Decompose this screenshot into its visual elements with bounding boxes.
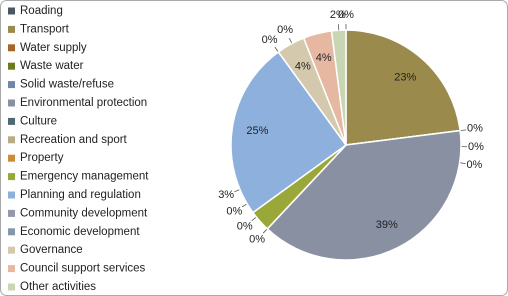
data-label: 0% xyxy=(468,141,484,153)
pie-slice xyxy=(266,129,462,261)
legend-swatch xyxy=(8,209,15,217)
data-label: 2% xyxy=(330,9,346,21)
legend-label: Property xyxy=(20,152,64,164)
legend-swatch xyxy=(8,173,15,181)
data-label: 0% xyxy=(338,9,354,21)
legend-label: Council support services xyxy=(20,263,146,275)
leader-line xyxy=(241,203,248,208)
legend-swatch xyxy=(8,7,15,15)
leader-line xyxy=(460,129,467,131)
data-label: 0% xyxy=(262,34,278,46)
leader-line xyxy=(459,162,466,164)
legend-label: Economic development xyxy=(20,226,140,238)
data-label: 0% xyxy=(237,220,253,232)
legend-swatch xyxy=(8,283,15,291)
pie-slice xyxy=(230,50,348,214)
legend-swatch xyxy=(8,136,15,144)
legend-label: Waste water xyxy=(20,60,84,72)
legend-label: Transport xyxy=(20,23,70,35)
legend-label: Water supply xyxy=(20,42,87,54)
data-label: 25% xyxy=(246,125,268,137)
legend-swatch xyxy=(8,228,15,236)
legend-swatch xyxy=(8,44,15,52)
legend-swatch xyxy=(8,154,15,162)
leader-line xyxy=(274,46,279,53)
data-label: 0% xyxy=(467,123,483,135)
legend-label: Planning and regulation xyxy=(20,189,141,201)
leader-line xyxy=(288,37,293,44)
pie-slice xyxy=(345,29,461,146)
legend-swatch xyxy=(8,265,15,273)
legend-swatch xyxy=(8,246,15,254)
legend-label: Culture xyxy=(20,115,57,127)
data-label: 4% xyxy=(316,52,332,64)
legend-swatch xyxy=(8,191,15,199)
legend-label: Solid waste/refuse xyxy=(20,79,114,91)
legend-label: Environmental protection xyxy=(20,97,147,109)
data-label: 3% xyxy=(218,189,234,201)
pie-slice xyxy=(330,29,347,146)
data-label: 0% xyxy=(249,234,265,246)
legend-swatch xyxy=(8,99,15,107)
data-label: 0% xyxy=(277,24,293,36)
data-label: 39% xyxy=(376,219,398,231)
data-label: 0% xyxy=(466,159,482,171)
data-label: 23% xyxy=(394,72,416,84)
legend-label: Governance xyxy=(20,244,83,256)
leader-line xyxy=(251,216,257,222)
legend-label: Other activities xyxy=(20,281,96,293)
legend-swatch xyxy=(8,25,15,33)
legend-label: Roading xyxy=(20,5,63,17)
legend-swatch xyxy=(8,81,15,89)
leader-line xyxy=(234,189,241,193)
legend-label: Emergency management xyxy=(20,171,149,183)
legend-label: Community development xyxy=(20,207,148,219)
data-label: 4% xyxy=(295,60,311,72)
legend-swatch xyxy=(8,62,15,70)
data-label: 0% xyxy=(226,205,242,217)
legend-swatch xyxy=(8,117,15,125)
legend-label: Recreation and sport xyxy=(20,134,128,146)
leader-line xyxy=(262,228,268,234)
